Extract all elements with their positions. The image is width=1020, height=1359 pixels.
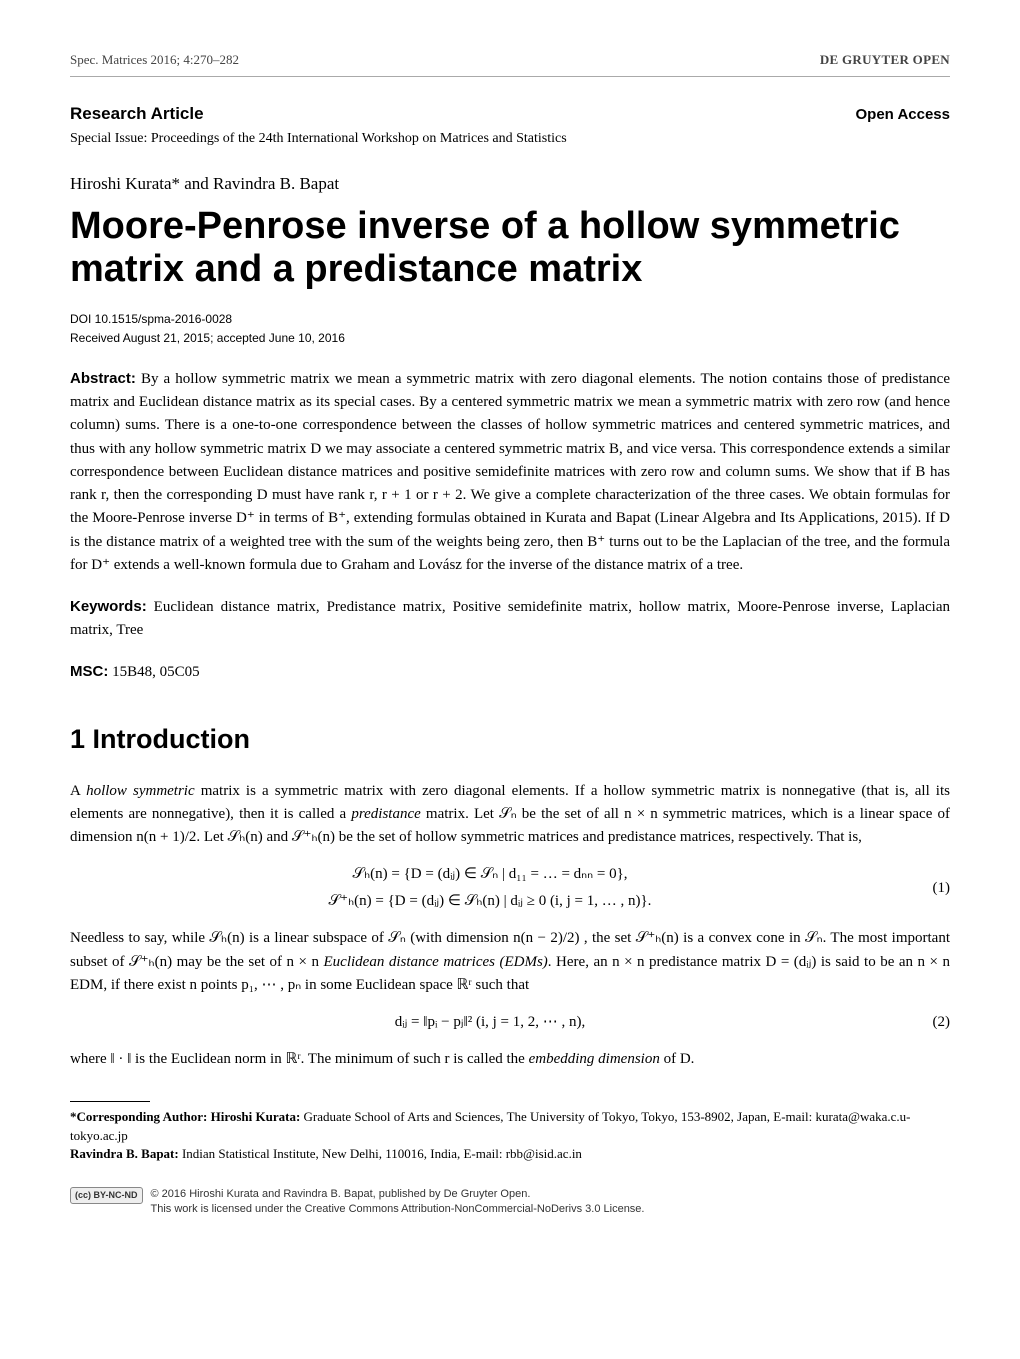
paper-title: Moore-Penrose inverse of a hollow symmet… — [70, 205, 950, 292]
publisher: DE GRUYTER OPEN — [820, 50, 950, 70]
article-type-row: Research Article Open Access — [70, 101, 950, 127]
msc-label: MSC: — [70, 663, 108, 680]
intro-para-3: where ‖ · ‖ is the Euclidean norm in ℝʳ.… — [70, 1048, 950, 1071]
equation-2-content: dᵢⱼ = ‖pᵢ − pⱼ‖² (i, j = 1, 2, ⋯ , n), — [70, 1009, 910, 1036]
cc-badge: (cc) BY-NC-ND — [70, 1187, 143, 1204]
doi: DOI 10.1515/spma-2016-0028 — [70, 310, 950, 328]
corresponding-label: *Corresponding Author: Hiroshi Kurata: — [70, 1109, 300, 1124]
coauthor-text: Indian Statistical Institute, New Delhi,… — [179, 1146, 582, 1161]
keywords: Keywords: Euclidean distance matrix, Pre… — [70, 595, 950, 643]
abstract-label: Abstract: — [70, 370, 136, 387]
keywords-label: Keywords: — [70, 598, 147, 615]
abstract-text: By a hollow symmetric matrix we mean a s… — [70, 371, 950, 573]
section-1-heading: 1 Introduction — [70, 719, 950, 760]
coauthor-label: Ravindra B. Bapat: — [70, 1146, 179, 1161]
intro-para-2: Needless to say, while 𝒮ₕ(n) is a linear… — [70, 927, 950, 997]
license-text: © 2016 Hiroshi Kurata and Ravindra B. Ba… — [151, 1187, 645, 1218]
intro-para-1: A hollow symmetric matrix is a symmetric… — [70, 780, 950, 850]
coauthor-affiliation: Ravindra B. Bapat: Indian Statistical In… — [70, 1145, 950, 1163]
equation-2: dᵢⱼ = ‖pᵢ − pⱼ‖² (i, j = 1, 2, ⋯ , n), (… — [70, 1009, 950, 1036]
authors: Hiroshi Kurata* and Ravindra B. Bapat — [70, 171, 950, 197]
license-footer: (cc) BY-NC-ND © 2016 Hiroshi Kurata and … — [70, 1187, 950, 1218]
running-header: Spec. Matrices 2016; 4:270–282 DE GRUYTE… — [70, 50, 950, 77]
received-date: Received August 21, 2015; accepted June … — [70, 329, 950, 347]
open-access-label: Open Access — [856, 104, 951, 127]
keywords-text: Euclidean distance matrix, Predistance m… — [70, 599, 950, 638]
msc-text: 15B48, 05C05 — [108, 664, 199, 680]
equation-1: 𝒮ₕ(n) = {D = (dᵢⱼ) ∈ 𝒮ₙ | d₁₁ = … = dₙₙ … — [70, 861, 950, 915]
equation-1-content: 𝒮ₕ(n) = {D = (dᵢⱼ) ∈ 𝒮ₙ | d₁₁ = … = dₙₙ … — [70, 861, 910, 915]
research-article-label: Research Article — [70, 101, 204, 127]
corresponding-author: *Corresponding Author: Hiroshi Kurata: G… — [70, 1108, 950, 1144]
footnote-separator — [70, 1101, 150, 1102]
equation-1-number: (1) — [910, 877, 950, 900]
msc: MSC: 15B48, 05C05 — [70, 661, 950, 684]
equation-2-number: (2) — [910, 1011, 950, 1034]
journal-ref: Spec. Matrices 2016; 4:270–282 — [70, 50, 239, 70]
abstract: Abstract: By a hollow symmetric matrix w… — [70, 367, 950, 577]
special-issue: Special Issue: Proceedings of the 24th I… — [70, 128, 950, 149]
